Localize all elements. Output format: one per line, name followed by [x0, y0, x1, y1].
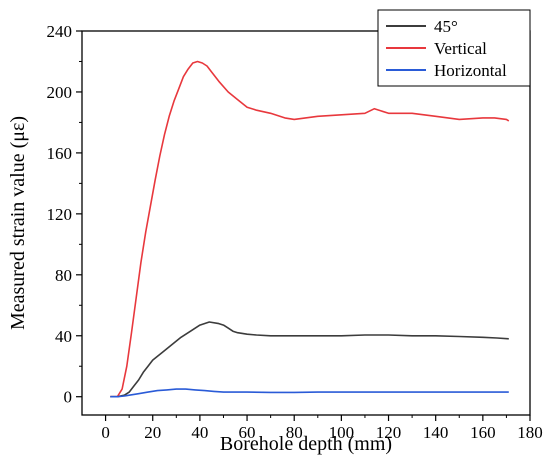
plot-frame [81, 30, 531, 416]
legend: 45° Vertical Horizontal [377, 9, 531, 87]
y-tick-label: 240 [47, 22, 73, 41]
x-axis-title: Borehole depth (mm) [220, 433, 392, 455]
y-tick-label: 200 [47, 83, 73, 102]
x-tick-label: 100 [329, 423, 355, 442]
series-layer [110, 60, 510, 398]
plot-border [81, 30, 531, 416]
series-line-vertical [110, 60, 510, 398]
legend-label: Horizontal [434, 61, 507, 80]
x-tick-label: 120 [376, 423, 402, 442]
x-tick-label: 20 [144, 423, 161, 442]
y-tick-label: 0 [64, 388, 73, 407]
x-tick-label: 40 [191, 423, 208, 442]
legend-label: 45° [434, 17, 458, 36]
x-tick-label: 60 [239, 423, 256, 442]
series-line-45 [110, 321, 509, 398]
x-tick-label: 160 [470, 423, 496, 442]
x-tick-label: 80 [286, 423, 303, 442]
x-tick-label: 180 [517, 423, 543, 442]
legend-label: Vertical [434, 39, 487, 58]
x-tick-label: 0 [101, 423, 110, 442]
y-tick-label: 80 [55, 266, 72, 285]
y-tick-label: 40 [55, 327, 72, 346]
y-axis-title: Measured strain value (με) [7, 116, 29, 330]
y-tick-label: 120 [47, 205, 73, 224]
series-line-horizontal [110, 388, 509, 398]
x-axis: 0 20 40 60 80 100 120 140 160 180 [101, 415, 543, 442]
y-tick-label: 160 [47, 144, 73, 163]
x-tick-label: 140 [423, 423, 449, 442]
y-axis: 0 40 80 120 160 200 240 [47, 22, 82, 407]
